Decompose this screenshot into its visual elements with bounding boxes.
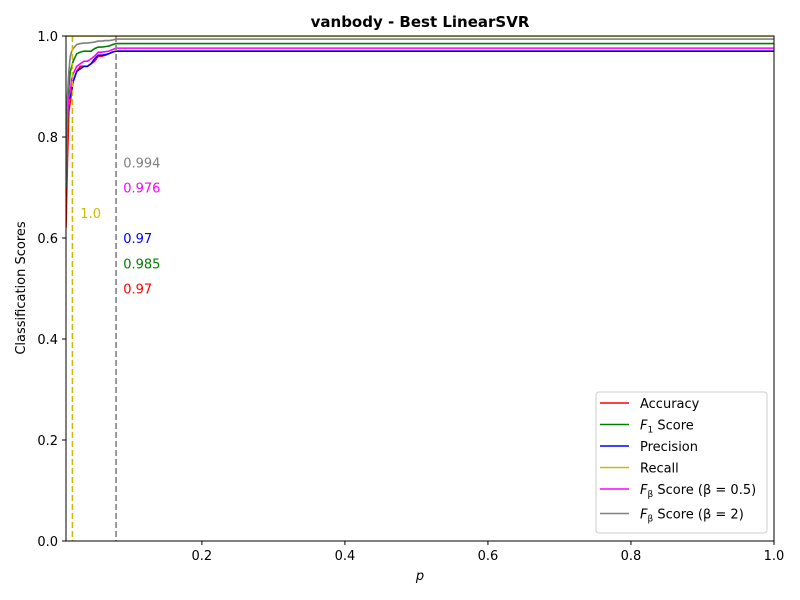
x-tick-label: 0.6 <box>478 549 499 564</box>
legend-box <box>595 391 768 534</box>
legend-label-5: Fβ Score (β = 2) <box>640 508 744 525</box>
y-tick-label: 0.6 <box>37 232 58 247</box>
y-tick-label: 1.0 <box>37 30 58 45</box>
plot-area <box>66 36 774 541</box>
y-axis: 0.0 0.2 0.4 0.6 0.8 1.0 <box>37 30 66 550</box>
legend-label-3: Recall <box>640 462 679 477</box>
series-line-5 <box>66 38 774 188</box>
y-tick-label: 0.0 <box>37 535 58 550</box>
legend-label-0: Accuracy <box>640 397 700 412</box>
y-tick-label: 0.4 <box>37 333 58 348</box>
x-tick-label: 0.2 <box>192 549 213 564</box>
legend-label-1: F1 Score <box>640 419 694 436</box>
legend-label-2: Precision <box>640 440 698 455</box>
annotation-5: 0.97 <box>123 283 152 298</box>
plot-frame <box>65 35 775 542</box>
x-tick-label: 1.0 <box>764 549 785 564</box>
legend: Accuracy F1 Score Precision Recall Fβ Score … <box>595 391 768 534</box>
annotation-4: 0.985 <box>123 257 160 272</box>
legend-label-4: Fβ Score (β = 0.5) <box>640 483 756 500</box>
x-tick-label: 0.8 <box>621 549 642 564</box>
y-tick-label: 0.2 <box>37 434 58 449</box>
annotations: 0.994 0.976 1.0 0.97 0.985 0.97 <box>80 156 160 297</box>
series-line-2 <box>66 50 774 105</box>
series-line-4 <box>66 47 774 138</box>
annotation-2: 1.0 <box>80 207 101 222</box>
y-tick-label: 0.8 <box>37 131 58 146</box>
x-axis: 0.2 0.4 0.6 0.8 1.0 <box>192 541 785 564</box>
annotation-1: 0.976 <box>123 182 160 197</box>
x-tick-label: 0.4 <box>335 549 356 564</box>
y-axis-label: Classification Scores <box>14 221 29 355</box>
annotation-0: 0.994 <box>123 156 160 171</box>
chart-title: vanbody - Best LinearSVR <box>311 13 530 31</box>
x-axis-label: p <box>415 569 424 584</box>
annotation-3: 0.97 <box>123 232 152 247</box>
